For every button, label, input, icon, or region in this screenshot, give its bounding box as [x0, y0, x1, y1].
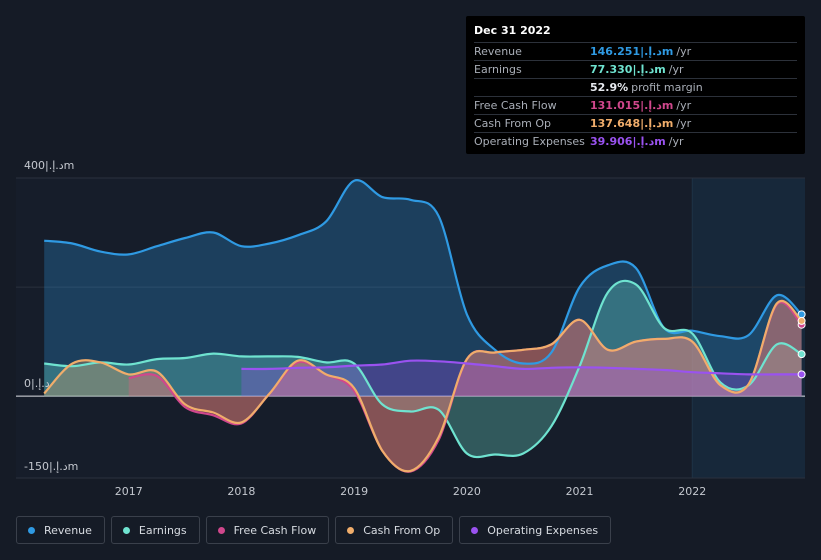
tooltip-value: 137.648|.د.إm	[590, 117, 674, 130]
revenue-area	[44, 180, 802, 397]
forecast-highlight-band	[692, 178, 805, 478]
tooltip-value: 146.251|.د.إm	[590, 45, 674, 58]
y-tick-label: 400|.د.إm	[24, 159, 74, 172]
tooltip-row: Earnings 77.330|.د.إm/yr	[474, 61, 797, 79]
tooltip-unit: /yr	[676, 117, 692, 130]
y-tick-label: -150|.د.إm	[24, 460, 78, 473]
legend-dot-icon	[122, 526, 130, 534]
cash-from-op-line	[43, 299, 803, 473]
cash-from-op-area	[44, 300, 802, 472]
tooltip-unit: /yr	[668, 135, 684, 148]
legend-dot-icon	[28, 526, 35, 534]
cash-from-op-end-point	[797, 316, 806, 325]
tooltip-label: Free Cash Flow	[474, 99, 557, 112]
tooltip-label: Cash From Op	[474, 117, 552, 130]
tooltip-unit: /yr	[676, 45, 692, 58]
tooltip-label: Operating Expenses	[474, 135, 585, 148]
tooltip-label: Revenue	[474, 45, 522, 58]
operating-expenses-area	[241, 360, 802, 397]
tooltip-row: Operating Expenses 39.906|.د.إm/yr	[474, 133, 797, 150]
legend-label: Earnings	[138, 523, 187, 537]
earnings-line	[44, 279, 803, 459]
tooltip-row: Cash From Op 137.648|.د.إm/yr	[474, 115, 797, 133]
revenue-line	[44, 179, 803, 365]
tooltip-row: Revenue 146.251|.د.إm/yr	[474, 43, 797, 61]
plot-area	[16, 178, 805, 478]
tooltip-label: Earnings	[474, 63, 522, 76]
legend-dot-icon	[217, 526, 225, 534]
x-tick-label: 2019	[340, 485, 368, 498]
operating-expenses-end-point	[797, 370, 806, 379]
tooltip-row: Free Cash Flow 131.015|.د.إm/yr	[474, 97, 797, 115]
tooltip-row: 52.9% profit margin	[474, 79, 797, 97]
tooltip-panel: Dec 31 2022 Revenue 146.251|.د.إm/yr Earni…	[466, 16, 805, 154]
x-tick-label: 2018	[227, 485, 255, 498]
tooltip-value: 77.330|.د.إm	[590, 63, 666, 76]
earnings-end-point	[797, 350, 806, 359]
legend-item-revenue[interactable]: Revenue	[16, 516, 105, 544]
tooltip-value: 39.906|.د.إm	[590, 135, 666, 148]
legend-label: Free Cash Flow	[233, 523, 317, 537]
tooltip-unit: profit margin	[631, 81, 703, 94]
tooltip-date: Dec 31 2022	[474, 24, 797, 43]
y-tick-label: 0|.د.إ	[24, 377, 50, 390]
legend-label: Revenue	[44, 523, 92, 537]
legend-item-earnings[interactable]: Earnings	[110, 516, 200, 544]
legend-item-cash-from-op[interactable]: Cash From Op	[335, 516, 454, 544]
tooltip-value: 52.9%	[590, 81, 629, 94]
operating-expenses-line	[241, 359, 802, 376]
legend-item-free-cash-flow[interactable]: Free Cash Flow	[205, 516, 330, 544]
tooltip-value: 131.015|.د.إm	[590, 99, 674, 112]
free-cash-flow-area	[128, 302, 802, 472]
earnings-area	[44, 280, 802, 458]
legend-label: Operating Expenses	[487, 523, 599, 537]
legend-label: Cash From Op	[363, 523, 441, 537]
legend: Revenue Earnings Free Cash Flow Cash From O…	[16, 516, 612, 544]
tooltip-unit: /yr	[668, 63, 684, 76]
tooltip-label	[474, 79, 590, 96]
legend-dot-icon	[347, 526, 355, 534]
legend-item-operating-expenses[interactable]: Operating Expenses	[459, 516, 612, 544]
x-tick-label: 2020	[453, 485, 481, 498]
x-tick-label: 2017	[115, 485, 143, 498]
legend-dot-icon	[471, 526, 479, 534]
x-tick-label: 2021	[566, 485, 594, 498]
x-tick-label: 2022	[678, 485, 706, 498]
tooltip-unit: /yr	[676, 99, 692, 112]
